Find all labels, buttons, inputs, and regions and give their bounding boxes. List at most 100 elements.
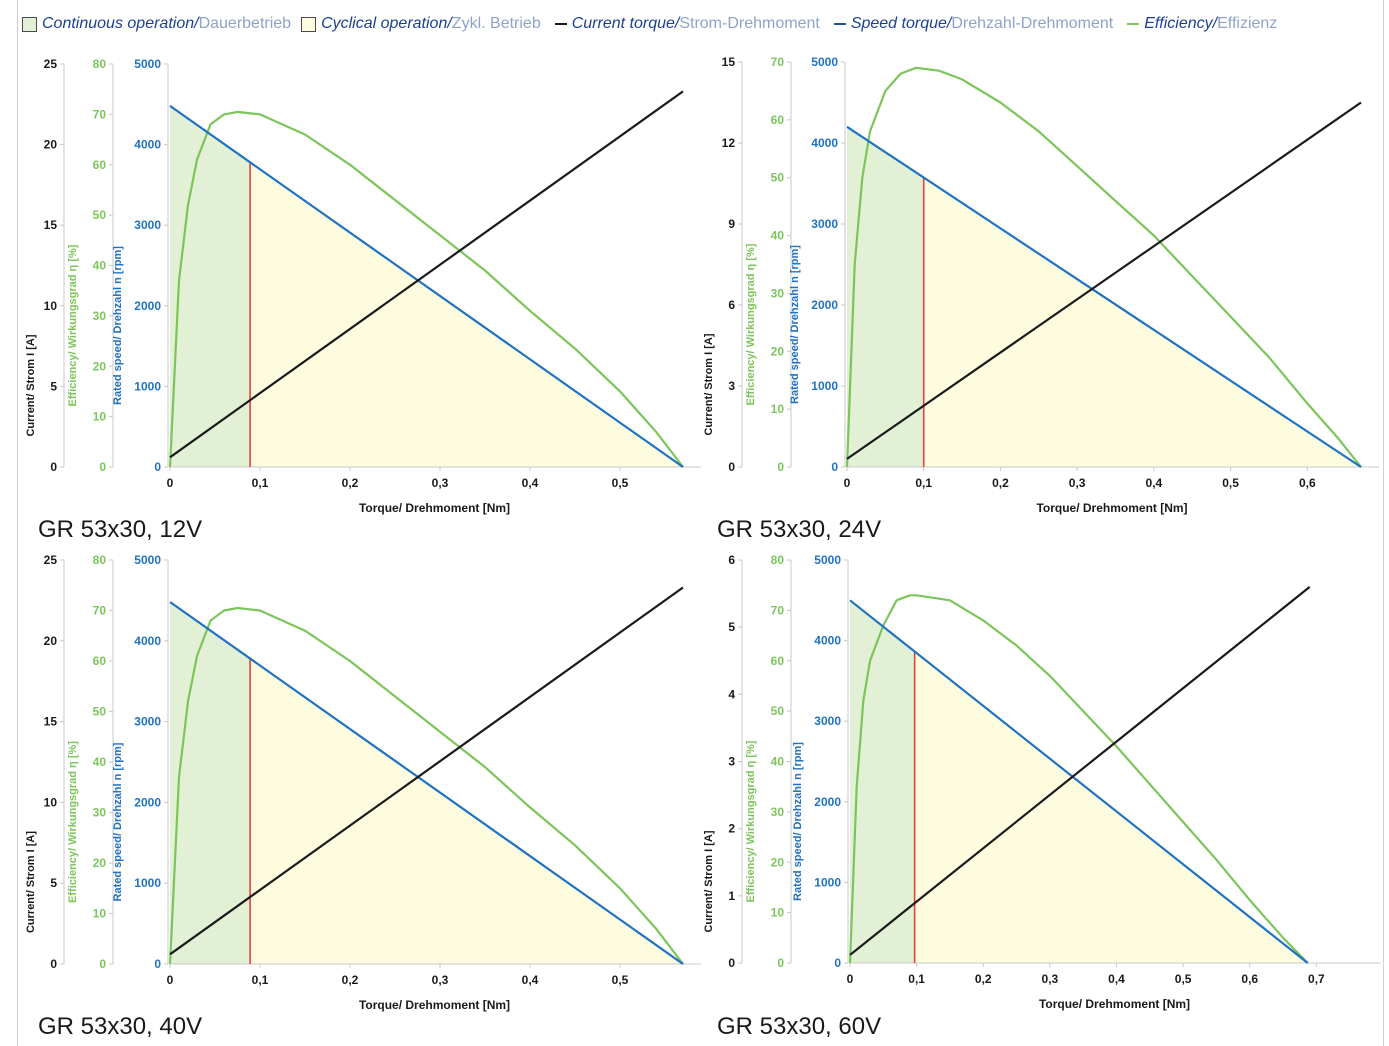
efficiency-tick-label: 70 bbox=[771, 603, 785, 617]
speed-tick-label: 5000 bbox=[811, 55, 838, 69]
current-axis-title: Current/ Strom I [A] bbox=[703, 830, 715, 932]
x-tick-label: 0,4 bbox=[1146, 476, 1163, 490]
efficiency-tick-label: 20 bbox=[93, 359, 107, 373]
current-axis-title: Current/ Strom I [A] bbox=[25, 831, 37, 933]
current-tick-label: 5 bbox=[50, 379, 57, 393]
speed-torque-line bbox=[169, 601, 684, 965]
efficiency-tick-label: 50 bbox=[771, 171, 785, 185]
efficiency-tick-label: 40 bbox=[771, 755, 785, 769]
x-tick-label: 0,2 bbox=[342, 476, 359, 490]
efficiency-tick-label: 70 bbox=[771, 55, 785, 69]
x-tick-label: 0,2 bbox=[992, 476, 1009, 490]
efficiency-axis-title: Efficiency/ Wirkungsgrad η [%] bbox=[67, 244, 79, 406]
speed-tick-label: 4000 bbox=[134, 634, 161, 648]
efficiency-tick-label: 20 bbox=[93, 856, 107, 870]
x-tick-label: 0,2 bbox=[342, 973, 359, 987]
current-tick-label: 4 bbox=[728, 687, 735, 701]
x-tick-label: 0,6 bbox=[1241, 972, 1258, 986]
x-tick-label: 0,1 bbox=[915, 476, 932, 490]
efficiency-tick-label: 10 bbox=[771, 402, 785, 416]
speed-tick-label: 5000 bbox=[134, 553, 161, 567]
speed-tick-label: 3000 bbox=[134, 715, 161, 729]
speed-torque-line bbox=[849, 599, 1309, 964]
efficiency-curve bbox=[168, 110, 684, 468]
efficiency-tick-label: 10 bbox=[93, 907, 107, 921]
x-tick-label: 0 bbox=[167, 476, 174, 490]
legend-cyclical-en: Cyclical operation/ bbox=[321, 15, 452, 32]
current-tick-label: 9 bbox=[728, 217, 735, 231]
current-tick-label: 6 bbox=[728, 298, 735, 312]
legend-continuous-de: Dauerbetrieb bbox=[198, 15, 292, 32]
speed-tick-label: 4000 bbox=[811, 136, 838, 150]
legend-current-en: Current torque/ bbox=[571, 15, 680, 32]
legend-efficiency-de: Effizienz bbox=[1217, 15, 1278, 32]
continuous-operation-area bbox=[170, 105, 251, 468]
speed-axis-title: Rated speed/ Drehzahl n [rpm] bbox=[112, 742, 124, 901]
efficiency-tick-label: 30 bbox=[771, 805, 785, 819]
efficiency-tick-label: 40 bbox=[93, 755, 107, 769]
efficiency-tick-label: 0 bbox=[777, 460, 784, 474]
current-line-swatch bbox=[554, 23, 567, 25]
speed-tick-label: 2000 bbox=[134, 299, 161, 313]
speed-tick-label: 3000 bbox=[134, 218, 161, 232]
current-tick-label: 6 bbox=[728, 553, 735, 567]
cyclical-operation-area bbox=[250, 162, 683, 467]
legend-speed: Speed torque/ Drehzahl-Drehmoment bbox=[830, 15, 1119, 33]
page-frame bbox=[17, 0, 1384, 1046]
speed-axis-title: Rated speed/ Drehzahl n [rpm] bbox=[112, 246, 124, 405]
efficiency-axis-title: Efficiency/ Wirkungsgrad η [%] bbox=[745, 740, 757, 902]
speed-axis-title: Rated speed/ Drehzahl n [rpm] bbox=[792, 742, 804, 901]
efficiency-curve bbox=[845, 66, 1362, 468]
current-tick-label: 20 bbox=[44, 634, 58, 648]
current-tick-label: 0 bbox=[728, 460, 735, 474]
torque-axis-title: Torque/ Drehmoment [Nm] bbox=[359, 501, 510, 515]
current-tick-label: 1 bbox=[728, 889, 735, 903]
current-axis-title: Current/ Strom I [A] bbox=[703, 333, 715, 435]
motor-chart-40v: 0 5 10 15 20 25 0 10 20 30 40 50 60 70 80 0 1000 2000 3000… bbox=[25, 553, 701, 1012]
x-tick-label: 0,5 bbox=[1222, 476, 1239, 490]
efficiency-tick-label: 60 bbox=[93, 158, 107, 172]
efficiency-tick-label: 0 bbox=[99, 957, 106, 971]
legend-cyclical-de: Zykl. Betrieb bbox=[451, 15, 541, 32]
x-tick-label: 0 bbox=[167, 973, 174, 987]
speed-axis-title: Rated speed/ Drehzahl n [rpm] bbox=[789, 245, 801, 404]
speed-tick-label: 1000 bbox=[134, 876, 161, 890]
continuous-operation-area bbox=[850, 600, 915, 963]
current-tick-label: 10 bbox=[44, 299, 58, 313]
efficiency-curve bbox=[168, 606, 684, 965]
speed-tick-label: 2000 bbox=[811, 298, 838, 312]
x-tick-label: 0,6 bbox=[1299, 476, 1316, 490]
x-tick-label: 0,4 bbox=[522, 476, 539, 490]
efficiency-tick-label: 40 bbox=[771, 229, 785, 243]
x-tick-label: 0,3 bbox=[432, 973, 449, 987]
efficiency-tick-label: 20 bbox=[771, 344, 785, 358]
current-tick-label: 5 bbox=[50, 876, 57, 890]
current-tick-label: 3 bbox=[728, 755, 735, 769]
cyclical-operation-area bbox=[914, 651, 1308, 963]
motor-chart-12v: 0 5 10 15 20 25 0 10 20 30 40 50 60 70 80 0 1000 2000 3000… bbox=[25, 57, 701, 515]
current-axis-title: Current/ Strom I [A] bbox=[25, 334, 37, 436]
current-torque-line bbox=[169, 586, 684, 956]
speed-tick-label: 5000 bbox=[814, 553, 841, 567]
efficiency-tick-label: 70 bbox=[93, 107, 107, 121]
current-tick-label: 0 bbox=[50, 460, 57, 474]
efficiency-tick-label: 50 bbox=[771, 704, 785, 718]
efficiency-tick-label: 70 bbox=[93, 604, 107, 618]
speed-tick-label: 0 bbox=[154, 957, 161, 971]
x-tick-label: 0,5 bbox=[612, 973, 629, 987]
x-tick-label: 0,3 bbox=[432, 476, 449, 490]
efficiency-tick-label: 20 bbox=[771, 855, 785, 869]
legend-current-de: Strom-Drehmoment bbox=[679, 15, 820, 32]
continuous-swatch bbox=[22, 16, 37, 32]
legend: Continuous operation/ Dauerbetrieb Cycli… bbox=[22, 12, 1384, 36]
speed-tick-label: 1000 bbox=[811, 379, 838, 393]
x-tick-label: 0,1 bbox=[908, 972, 925, 986]
x-tick-label: 0,7 bbox=[1308, 972, 1325, 986]
efficiency-tick-label: 30 bbox=[93, 806, 107, 820]
legend-speed-de: Drehzahl-Drehmoment bbox=[951, 15, 1114, 32]
efficiency-tick-label: 0 bbox=[777, 956, 784, 970]
current-tick-label: 25 bbox=[44, 553, 58, 567]
legend-efficiency-en: Efficiency/ bbox=[1144, 15, 1218, 32]
efficiency-tick-label: 60 bbox=[771, 113, 785, 127]
x-tick-label: 0,2 bbox=[975, 972, 992, 986]
